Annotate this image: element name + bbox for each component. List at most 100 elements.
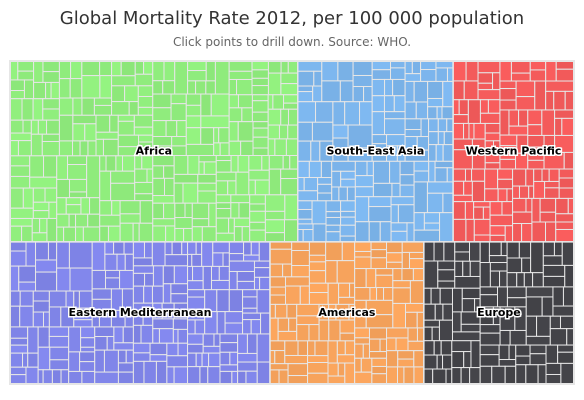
treemap-cell[interactable] [41,141,60,157]
treemap-cell[interactable] [173,155,189,175]
treemap-cell[interactable] [548,168,560,182]
treemap-cell[interactable] [498,359,517,367]
treemap-cell[interactable] [237,352,258,363]
treemap-cell[interactable] [545,373,562,385]
treemap-cell[interactable] [104,253,118,271]
treemap-cell[interactable] [170,283,189,295]
treemap-cell[interactable] [27,352,39,368]
treemap-cell[interactable] [166,366,175,385]
treemap-cell[interactable] [237,370,247,385]
treemap-cell[interactable] [248,169,270,181]
treemap-cell[interactable] [489,225,506,236]
treemap-cell[interactable] [228,107,243,123]
treemap-cell[interactable] [176,120,187,138]
treemap-cell[interactable] [227,180,237,196]
treemap-cell[interactable] [32,290,50,302]
treemap-cell[interactable] [297,160,310,179]
treemap-cell[interactable] [484,162,501,170]
treemap-cell[interactable] [195,241,203,255]
treemap-cell[interactable] [185,115,202,129]
treemap-cell[interactable] [278,124,289,140]
treemap-cell[interactable] [405,311,418,329]
treemap-cell[interactable] [18,281,37,292]
treemap-cell[interactable] [285,138,299,157]
treemap-cell[interactable] [32,98,44,121]
treemap-cell[interactable] [318,319,330,342]
treemap-cell[interactable] [488,255,508,264]
treemap-cell[interactable] [352,74,373,88]
treemap-cell[interactable] [563,151,575,170]
treemap-cell[interactable] [558,168,575,179]
treemap-cell[interactable] [415,101,429,120]
treemap-cell[interactable] [215,232,235,243]
treemap-cell[interactable] [144,272,154,287]
treemap-cell[interactable] [213,333,221,347]
treemap-cell[interactable] [51,369,62,385]
treemap-cell[interactable] [452,99,460,116]
treemap-cell[interactable] [504,225,514,243]
treemap-cell[interactable] [272,94,285,110]
treemap-cell[interactable] [542,275,566,288]
treemap-cell[interactable] [469,367,481,385]
treemap-cell[interactable] [336,340,346,356]
treemap-cell[interactable] [438,319,453,342]
treemap-cell[interactable] [404,101,417,120]
treemap-cell[interactable] [215,155,232,162]
treemap-cell[interactable] [303,177,319,192]
treemap-cell[interactable] [86,155,101,199]
treemap-cell[interactable] [325,200,342,213]
treemap-cell[interactable] [63,226,77,243]
treemap-cell[interactable] [371,134,388,145]
treemap-cell[interactable] [80,337,96,348]
treemap-cell[interactable] [297,177,305,192]
treemap-cell[interactable] [216,311,226,335]
treemap-cell[interactable] [132,222,140,243]
treemap-cell[interactable] [508,344,517,361]
treemap-cell[interactable] [354,221,370,243]
treemap-cell[interactable] [368,351,388,359]
treemap-cell[interactable] [187,280,204,291]
treemap-cell[interactable] [21,225,33,243]
treemap-cell[interactable] [187,80,197,95]
treemap-cell[interactable] [185,93,202,106]
treemap-cell[interactable] [426,181,454,194]
treemap-cell[interactable] [471,168,486,182]
treemap-cell[interactable] [484,132,501,142]
treemap-cell[interactable] [375,274,394,289]
treemap-cell[interactable] [9,344,29,354]
treemap-cell[interactable] [458,99,469,116]
treemap-cell[interactable] [119,213,141,224]
treemap-cell[interactable] [516,272,525,288]
treemap-cell[interactable] [379,338,388,353]
treemap-cell[interactable] [499,88,517,101]
treemap-cell[interactable] [461,298,476,313]
treemap-cell[interactable] [173,182,184,204]
treemap-cell[interactable] [561,241,575,266]
treemap-cell[interactable] [484,188,499,203]
treemap-cell[interactable] [17,60,35,72]
treemap-cell[interactable] [354,287,371,301]
treemap-cell[interactable] [133,126,154,136]
treemap-cell[interactable] [401,241,425,253]
treemap-cell[interactable] [56,213,70,228]
treemap-cell[interactable] [155,360,168,385]
treemap-cell[interactable] [249,203,266,212]
treemap-cell[interactable] [297,70,315,87]
treemap-cell[interactable] [46,217,58,243]
treemap-cell[interactable] [553,90,566,111]
treemap-cell[interactable] [404,80,415,103]
treemap-cell[interactable] [162,283,172,304]
treemap-cell[interactable] [467,99,481,124]
treemap-cell[interactable] [296,303,320,317]
treemap-cell[interactable] [297,223,314,231]
treemap-cell[interactable] [158,328,174,344]
treemap-cell[interactable] [105,155,117,172]
treemap-cell[interactable] [510,72,531,82]
treemap-cell[interactable] [187,366,201,385]
treemap-cell[interactable] [528,185,535,199]
treemap-cell[interactable] [137,106,154,116]
treemap-cell[interactable] [529,69,547,82]
treemap-cell[interactable] [22,119,32,134]
treemap-cell[interactable] [280,108,289,126]
treemap-cell[interactable] [162,265,175,285]
